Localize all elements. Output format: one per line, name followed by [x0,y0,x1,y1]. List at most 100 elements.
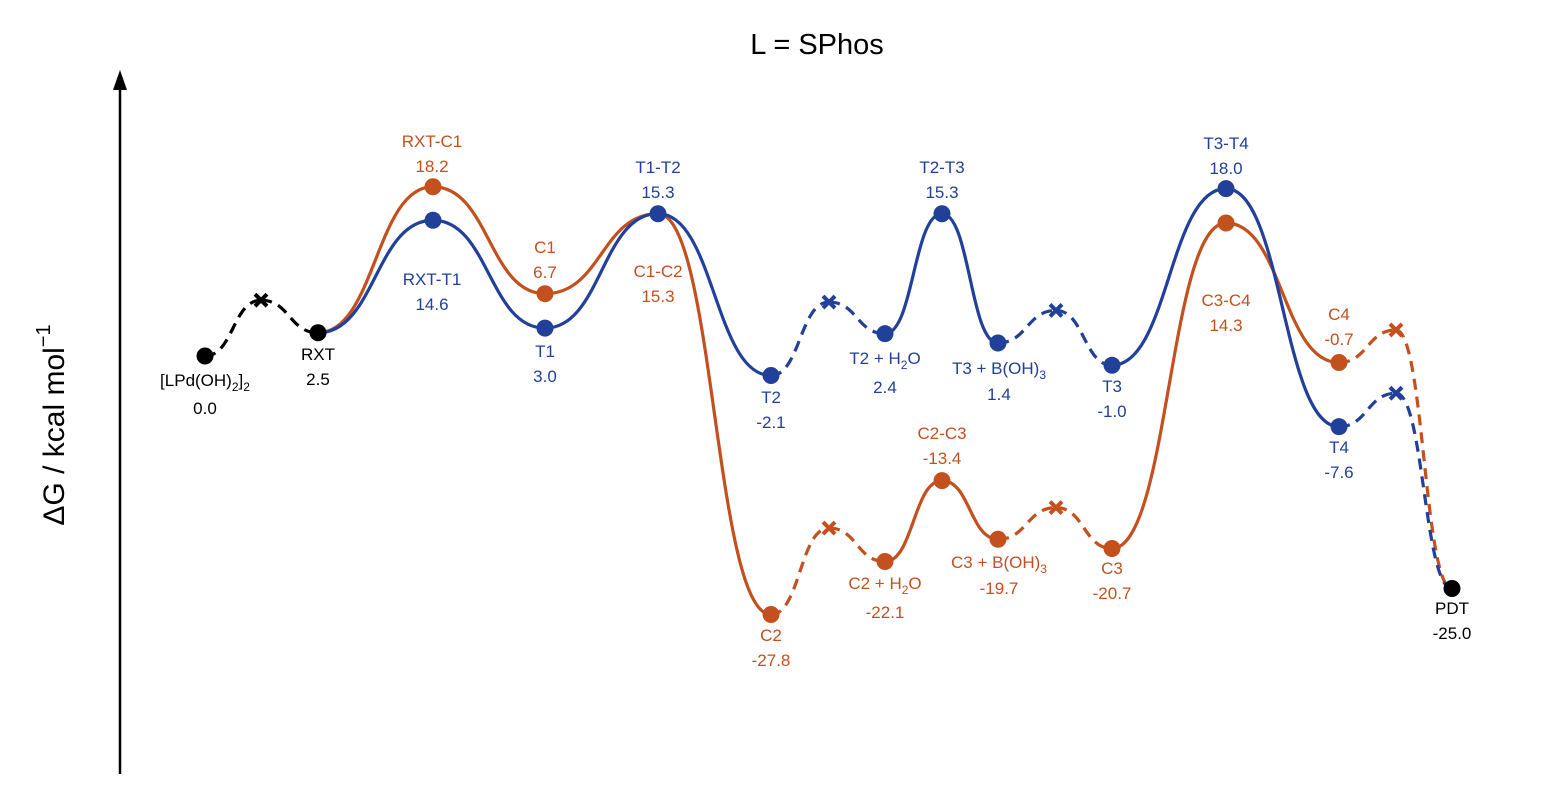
point-label-rxt: RXT [301,345,335,364]
path-black-2 [260,298,319,335]
y-axis-label: ΔG / kcal mol−1 [33,324,71,525]
marker-lpd [196,347,214,365]
point-label-c2h2o: C2 + H2O [848,574,921,597]
marker-int-orange-4 [1388,322,1404,338]
marker-rxt-c1 [424,178,442,196]
point-value-t3-t4: 18.0 [1209,159,1242,178]
point-label-r: [LPd(OH)2]2 [160,371,250,394]
marker-t1-t2 [649,205,667,223]
path-orange-5 [770,526,830,617]
point-label-t1: T1 [535,342,555,361]
point-value-c2: -27.8 [752,651,791,670]
point-value-c4: -0.7 [1324,330,1353,349]
marker-c3 [1103,540,1121,558]
marker-int-1 [253,292,269,308]
point-value-r: 0.0 [193,399,217,418]
point-label-c1: C1 [534,238,556,257]
path-orange-14 [1395,328,1453,591]
point-value-t3: -1.0 [1097,402,1126,421]
marker-t2-t3 [933,205,951,223]
path-blue-2 [432,218,546,330]
marker-c2 [762,606,780,624]
point-value-t2-t3: 15.3 [925,183,958,202]
point-value-t3b: 1.4 [987,385,1011,404]
point-label-c1-c2: C1-C2 [633,262,682,281]
path-blue-5 [770,300,830,378]
marker-c2-h2o [876,553,894,571]
marker-c4 [1330,354,1348,372]
point-value-t4: -7.6 [1324,463,1353,482]
path-blue-11 [1111,187,1227,367]
marker-c3-boh3 [989,530,1007,548]
point-value-rxt: 2.5 [306,370,330,389]
marker-int-blue-4 [1388,385,1404,401]
path-blue-10 [1055,308,1113,367]
point-value-c3b: -19.7 [980,579,1019,598]
point-value-c3-c4: 14.3 [1209,316,1242,335]
marker-c2-c3 [933,472,951,490]
point-label-rxt-c1: RXT-C1 [402,132,462,151]
path-blue-1 [317,218,434,335]
marker-int-orange-3 [1048,500,1064,516]
point-label-c3: C3 [1101,559,1123,578]
point-value-rxt-c1: 18.2 [415,157,448,176]
path-orange-2 [432,185,546,296]
path-orange-4 [657,212,772,617]
path-blue-13 [1338,391,1397,429]
point-label-c2-c3: C2-C3 [917,424,966,443]
path-black-1 [204,298,262,358]
path-blue-8 [941,212,999,345]
path-orange-12 [1225,221,1340,365]
point-label-c4: C4 [1328,305,1350,324]
path-orange-8 [941,479,999,541]
point-value-t1: 3.0 [533,367,557,386]
point-value-pdt: -25.0 [1433,624,1472,643]
y-axis-arrowhead [113,70,127,90]
path-blue-7 [884,212,943,336]
path-orange-3 [544,212,659,296]
path-blue-3 [544,212,659,330]
marker-rxt [309,324,327,342]
marker-int-blue-2 [821,294,837,310]
path-blue-6 [828,300,886,336]
marker-t3-t4 [1217,180,1235,198]
path-orange-11 [1111,221,1227,551]
point-label-t2h2o: T2 + H2O [849,349,920,372]
path-orange-7 [884,479,943,564]
point-label-c2: C2 [760,626,782,645]
marker-t2 [762,367,780,385]
point-value-c3: -20.7 [1093,584,1132,603]
point-value-t1-t2: 15.3 [641,183,674,202]
point-label-t2-t3: T2-T3 [919,158,964,177]
point-label-t4: T4 [1329,438,1349,457]
point-label-pdt: PDT [1435,599,1469,618]
marker-c3-c4 [1217,214,1235,232]
point-value-c1-c2: 15.3 [641,287,674,306]
point-label-t2: T2 [761,388,781,407]
point-value-t2: -2.1 [756,413,785,432]
point-label-t1-t2: T1-T2 [635,158,680,177]
marker-rxt-t1 [424,211,442,229]
point-value-c1: 6.7 [533,263,557,282]
marker-t2-h2o [876,325,894,343]
point-label-c3b: C3 + B(OH)3 [951,553,1047,576]
marker-c1 [536,285,554,303]
path-blue-12 [1225,187,1340,429]
path-blue-4 [657,212,772,378]
path-blue-9 [997,308,1057,345]
point-label-c3-c4: C3-C4 [1201,291,1250,310]
marker-t4 [1330,418,1348,436]
point-value-c2-c3: -13.4 [923,449,962,468]
point-value-c2h2o: -22.1 [866,603,905,622]
point-value-t2h2o: 2.4 [873,378,897,397]
marker-t1 [536,319,554,337]
marker-int-blue-3 [1048,303,1064,318]
point-label-t3-t4: T3-T4 [1203,134,1248,153]
chart-title: L = SPhos [750,29,884,61]
path-orange-9 [997,505,1057,541]
point-label-rxt-t1: RXT-T1 [403,270,462,289]
point-label-t3: T3 [1102,377,1122,396]
point-label-t3b: T3 + B(OH)3 [952,359,1046,382]
point-value-rxt-t1: 14.6 [415,295,448,314]
